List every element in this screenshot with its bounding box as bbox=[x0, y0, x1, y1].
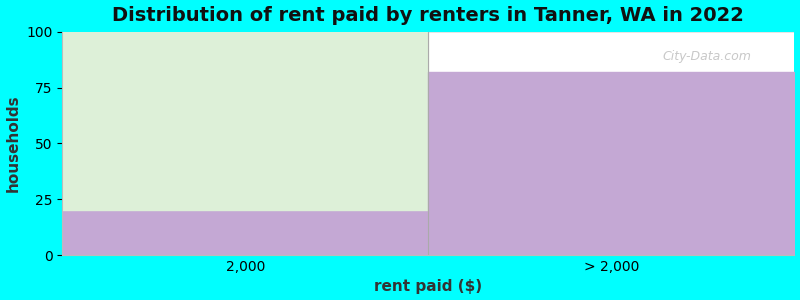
Text: City-Data.com: City-Data.com bbox=[662, 50, 751, 62]
Y-axis label: households: households bbox=[6, 94, 21, 192]
X-axis label: rent paid ($): rent paid ($) bbox=[374, 279, 482, 294]
Title: Distribution of rent paid by renters in Tanner, WA in 2022: Distribution of rent paid by renters in … bbox=[112, 6, 744, 25]
